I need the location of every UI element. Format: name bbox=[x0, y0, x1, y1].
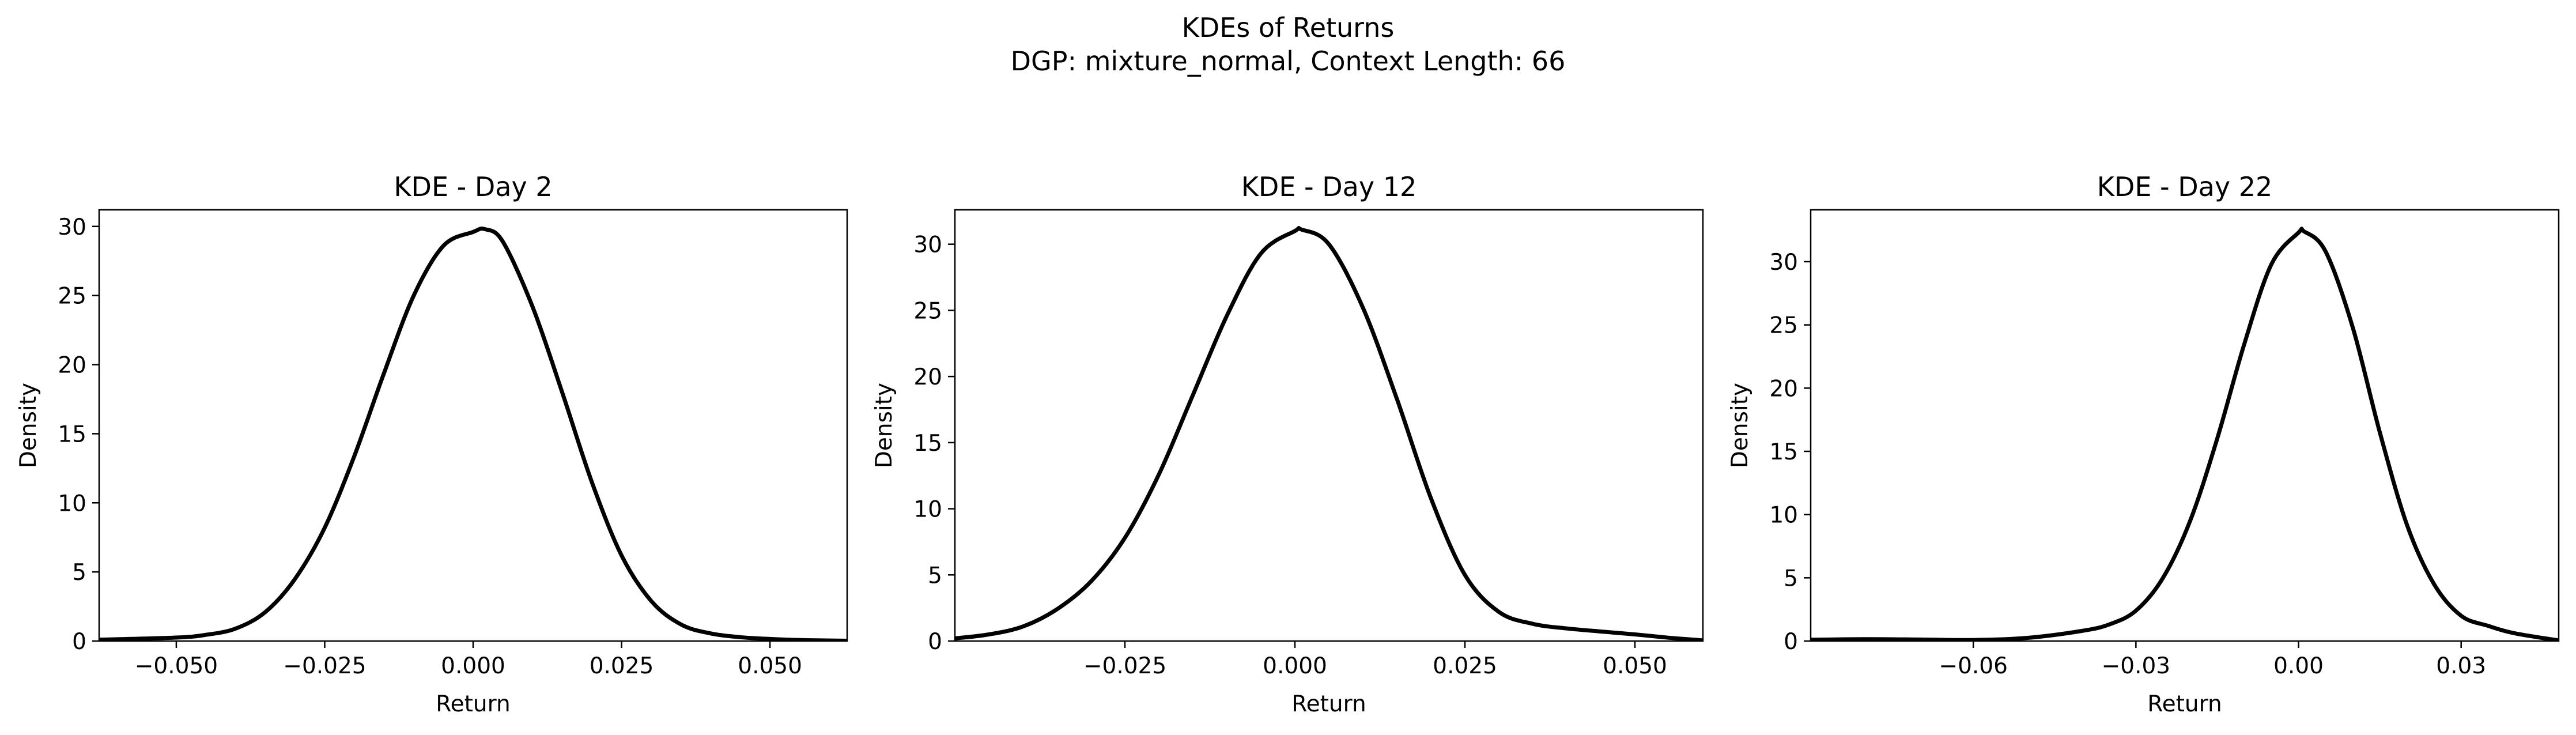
x-tick-label: 0.025 bbox=[590, 653, 654, 679]
kde-line bbox=[955, 226, 1703, 641]
y-tick-label: 5 bbox=[72, 560, 86, 586]
x-tick-label: 0.03 bbox=[2436, 653, 2486, 679]
y-tick-label: 5 bbox=[928, 563, 942, 589]
x-tick-label: −0.025 bbox=[283, 653, 366, 679]
x-tick-label: −0.06 bbox=[1939, 653, 2008, 679]
figure-subtitle: DGP: mixture_normal, Context Length: 66 bbox=[1011, 46, 1566, 77]
y-tick-label: 15 bbox=[913, 431, 942, 457]
x-axis-label: Return bbox=[1291, 691, 1366, 717]
y-tick-label: 20 bbox=[58, 353, 86, 379]
y-tick-label: 20 bbox=[913, 364, 942, 390]
x-axis-label: Return bbox=[436, 691, 510, 717]
x-tick-label: 0.025 bbox=[1433, 653, 1497, 679]
y-tick-label: 10 bbox=[58, 491, 86, 517]
plot-frame bbox=[954, 209, 1704, 642]
y-axis-label: Density bbox=[1727, 383, 1753, 468]
subplot-day-12: KDE - Day 12 −0.025 0.000 0.025 0.050 0 5 10 15 2… bbox=[871, 171, 1704, 717]
x-axis-label: Return bbox=[2147, 691, 2222, 717]
y-tick-label: 25 bbox=[1769, 313, 1798, 339]
y-tick-label: 0 bbox=[72, 629, 86, 655]
figure-title: KDEs of Returns bbox=[1182, 12, 1395, 43]
y-tick-label: 0 bbox=[1784, 629, 1798, 655]
kde-line bbox=[1811, 227, 2559, 641]
y-axis-label: Density bbox=[871, 383, 897, 468]
kde-line bbox=[99, 227, 847, 641]
y-axis-label: Density bbox=[16, 383, 41, 468]
y-tick-label: 15 bbox=[1769, 439, 1798, 465]
x-tick-label: 0.050 bbox=[1603, 653, 1667, 679]
subplot-title: KDE - Day 22 bbox=[2097, 171, 2272, 202]
y-tick-label: 30 bbox=[913, 232, 942, 258]
plot-frame bbox=[1810, 209, 2560, 642]
y-tick-label: 15 bbox=[58, 421, 86, 447]
x-tick-label: 0.00 bbox=[2273, 653, 2324, 679]
x-tick-label: −0.025 bbox=[1083, 653, 1166, 679]
x-tick-label: −0.03 bbox=[2102, 653, 2171, 679]
y-tick-label: 20 bbox=[1769, 376, 1798, 402]
subplot-day-22: KDE - Day 22 −0.06 −0.03 0.00 0.03 0 5 10 15 20 25… bbox=[1727, 171, 2560, 717]
y-tick-label: 0 bbox=[928, 629, 942, 655]
y-tick-label: 25 bbox=[58, 284, 86, 310]
y-tick-label: 5 bbox=[1784, 566, 1798, 591]
x-tick-label: 0.000 bbox=[441, 653, 505, 679]
y-tick-label: 10 bbox=[913, 497, 942, 523]
x-tick-label: −0.050 bbox=[135, 653, 218, 679]
subplot-title: KDE - Day 12 bbox=[1241, 171, 1417, 202]
subplot-day-2: KDE - Day 2 −0.050 −0.025 0.000 0.025 0.050 0 5… bbox=[16, 171, 848, 717]
subplot-title: KDE - Day 2 bbox=[394, 171, 552, 202]
x-tick-label: 0.050 bbox=[738, 653, 802, 679]
y-tick-label: 30 bbox=[58, 214, 86, 240]
y-tick-label: 30 bbox=[1769, 250, 1798, 276]
x-tick-label: 0.000 bbox=[1263, 653, 1327, 679]
y-tick-label: 25 bbox=[913, 298, 942, 324]
plot-frame bbox=[98, 209, 848, 642]
y-tick-label: 10 bbox=[1769, 503, 1798, 529]
